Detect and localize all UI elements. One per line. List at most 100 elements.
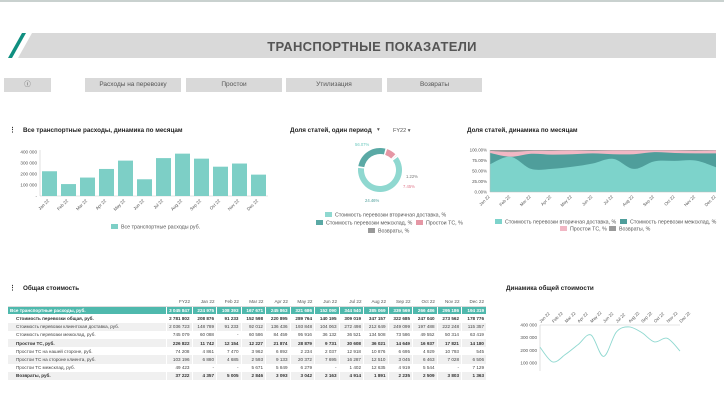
- table-cell: 30 608: [338, 338, 364, 348]
- bar-chart-title: Все транспортные расходы, динамика по ме…: [23, 127, 183, 134]
- table-cell: 6 880: [191, 355, 217, 364]
- svg-text:Sep 22: Sep 22: [640, 310, 654, 324]
- bar[interactable]: [175, 153, 190, 196]
- table-cell: 17 821: [436, 338, 462, 348]
- svg-text:Jul 22: Jul 22: [602, 194, 614, 206]
- table-cell: 344 540: [338, 306, 364, 315]
- svg-text:Jun 22: Jun 22: [581, 194, 594, 207]
- table-cell: 212 649: [363, 322, 388, 331]
- column-header[interactable]: Feb 22: [216, 298, 241, 307]
- bar[interactable]: [137, 179, 152, 196]
- table-cell: 12 154: [216, 338, 241, 348]
- more-options-icon[interactable]: ⋮: [9, 285, 16, 292]
- column-header[interactable]: Mar 22: [241, 298, 266, 307]
- nav-transport-costs-button[interactable]: Расходы на перевозку: [85, 78, 181, 92]
- svg-text:Sep 22: Sep 22: [642, 194, 656, 208]
- table-cell: 16 937: [412, 338, 437, 348]
- period-dropdown[interactable]: FY22 ▾: [393, 128, 411, 134]
- area-legend-item-returns: Возвраты, %: [609, 226, 650, 233]
- table-row[interactable]: Стоимость перевозки клиентская доставка,…: [8, 322, 486, 331]
- table-cell: 4 357: [191, 371, 217, 380]
- svg-text:Nov 22: Nov 22: [665, 310, 679, 324]
- column-header[interactable]: Sep 22: [388, 298, 413, 307]
- column-header[interactable]: May 22: [290, 298, 315, 307]
- donut-slice[interactable]: [358, 157, 402, 192]
- svg-text:Oct 22: Oct 22: [653, 311, 666, 324]
- column-header[interactable]: Jul 22: [339, 298, 364, 307]
- table-cell: 103 196: [165, 355, 192, 364]
- svg-text:400 000: 400 000: [520, 323, 537, 328]
- more-options-icon[interactable]: ⋮: [9, 127, 16, 134]
- table-cell: 1 402: [338, 363, 364, 372]
- line-series[interactable]: [539, 326, 681, 363]
- table-row[interactable]: Простои ТС на нашей стороне, руб. 74 208 4…: [8, 347, 486, 356]
- column-header[interactable]: FY22: [166, 298, 192, 307]
- column-header[interactable]: Aug 22: [363, 298, 388, 307]
- table-row[interactable]: Простои ТС на стороне клиента, руб. 103 1…: [8, 355, 486, 364]
- table-cell: 14 649: [387, 338, 413, 348]
- svg-text:May 22: May 22: [589, 310, 603, 324]
- column-header[interactable]: Nov 22: [437, 298, 462, 307]
- bar[interactable]: [232, 163, 247, 196]
- column-header[interactable]: Oct 22: [412, 298, 437, 307]
- donut-slice[interactable]: [358, 148, 386, 168]
- table-row[interactable]: Все транспортные расходы, руб. 3 045 847 2…: [8, 306, 486, 315]
- svg-text:7.45%: 7.45%: [403, 184, 415, 189]
- row-label: Простои ТС межсклад, руб.: [16, 365, 75, 371]
- donut-slice[interactable]: [392, 155, 397, 160]
- chart-type-dropdown[interactable]: ▾: [377, 127, 380, 133]
- bar[interactable]: [42, 171, 57, 196]
- bar[interactable]: [213, 166, 228, 196]
- area-series[interactable]: [490, 156, 716, 192]
- bar[interactable]: [156, 158, 171, 196]
- table-cell: 73 586: [387, 330, 413, 339]
- nav-returns-button[interactable]: Возвраты: [387, 78, 482, 92]
- svg-text:100 000: 100 000: [20, 183, 37, 188]
- table-row[interactable]: Простои ТС межсклад, руб. 49 423- -5 671 5 …: [8, 363, 486, 372]
- table-cell: 12 918: [338, 347, 364, 356]
- table-row[interactable]: Простои ТС, руб. 226 822 11 742 12 154 12 22…: [8, 338, 486, 348]
- table-cell: 91 233: [216, 314, 241, 323]
- bar[interactable]: [251, 174, 266, 196]
- svg-text:300 000: 300 000: [520, 335, 537, 340]
- bar[interactable]: [99, 168, 114, 196]
- bar[interactable]: [194, 158, 209, 196]
- bar[interactable]: [80, 177, 95, 196]
- svg-text:200 000: 200 000: [20, 172, 37, 177]
- svg-text:Jun 22: Jun 22: [132, 198, 145, 211]
- svg-text:Jun 22: Jun 22: [602, 311, 615, 324]
- table-cell: 2 235: [387, 371, 413, 380]
- table-cell: 220 895: [265, 314, 290, 323]
- svg-text:May 22: May 22: [559, 194, 573, 208]
- table-row[interactable]: Возвраты, руб. 37 222 4 357 5 005 2 846 3 093…: [8, 371, 486, 380]
- table-cell: 12 510: [363, 355, 388, 364]
- donut-legend-item-returns: Возвраты, %: [368, 228, 409, 235]
- table-cell: 49 423: [165, 363, 192, 372]
- table-cell: 224 975: [191, 306, 217, 315]
- svg-text:24.46%: 24.46%: [365, 198, 379, 203]
- table-cell: 36 021: [363, 338, 388, 348]
- nav-utilization-button[interactable]: Утилизация: [286, 78, 382, 92]
- info-button[interactable]: ⓘ: [4, 78, 51, 92]
- table-cell: 347 157: [363, 314, 388, 323]
- table-cell: 11 742: [191, 338, 217, 348]
- donut-legend-item-interwarehouse: Стоимость перевозки межсклад, %: [316, 220, 412, 227]
- svg-text:-: -: [35, 194, 37, 199]
- column-header[interactable]: Apr 22: [265, 298, 290, 307]
- table-cell: 321 686: [289, 306, 315, 315]
- cost-table: FY22 Jan 22 Feb 22 Mar 22 Apr 22 May 22 Jun 22…: [8, 298, 486, 380]
- table-row[interactable]: Стоимость перевозки общая, руб. 2 781 802…: [8, 314, 486, 323]
- nav-downtime-button[interactable]: Простои: [186, 78, 282, 92]
- svg-text:0.00%: 0.00%: [475, 190, 488, 195]
- column-header[interactable]: Jan 22: [192, 298, 217, 307]
- bar[interactable]: [118, 160, 133, 196]
- donut-slice[interactable]: [385, 149, 396, 159]
- row-label: Простои ТС на стороне клиента, руб.: [8, 355, 166, 364]
- column-header[interactable]: [8, 298, 166, 307]
- column-header[interactable]: Dec 22: [461, 298, 486, 307]
- bar[interactable]: [61, 184, 76, 196]
- column-header[interactable]: Jun 22: [314, 298, 339, 307]
- table-row[interactable]: Стоимость перевозки межсклад, руб. 745 07…: [8, 330, 486, 339]
- table-cell: 1 363: [461, 371, 486, 380]
